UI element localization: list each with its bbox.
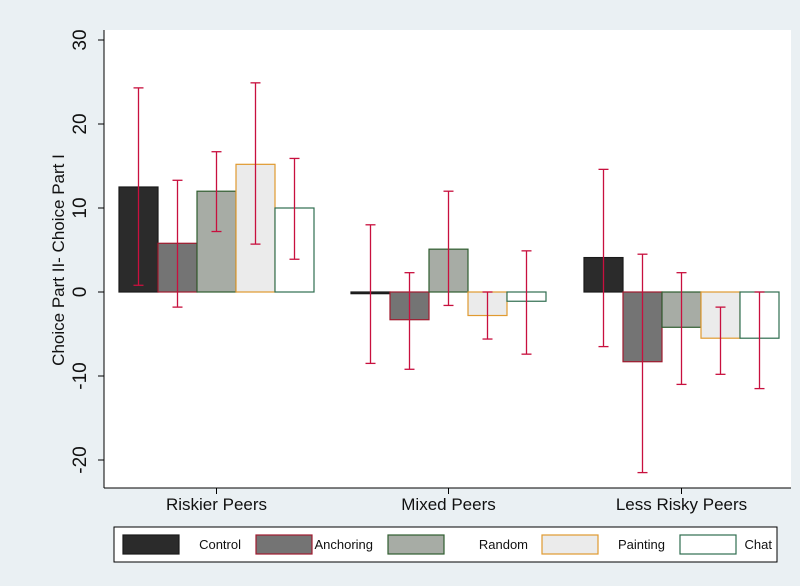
legend-swatch <box>679 534 737 555</box>
error-bar-chat-mixed-peers <box>521 250 532 355</box>
x-tick-label: Less Risky Peers <box>616 495 747 514</box>
legend-item-painting: Painting <box>541 534 665 555</box>
legend-item-chat: Chat <box>679 534 773 555</box>
legend-swatch <box>122 534 180 555</box>
y-tick-label: -20 <box>70 446 91 473</box>
error-bar-anchoring-less-risky-peers <box>637 253 648 474</box>
error-bar-control-less-risky-peers <box>598 168 609 348</box>
legend-label: Painting <box>618 537 665 552</box>
error-bar-random-mixed-peers <box>443 190 454 307</box>
legend-label: Random <box>479 537 528 552</box>
y-tick-label: 10 <box>70 197 91 218</box>
legend-label: Control <box>199 537 241 552</box>
error-bar-chat-less-risky-peers <box>754 291 765 390</box>
error-bar-chat-riskier-peers <box>289 157 300 260</box>
legend-item-anchoring: Anchoring <box>255 534 373 555</box>
error-bar-anchoring-riskier-peers <box>172 179 183 308</box>
x-tick-label: Mixed Peers <box>401 495 495 514</box>
error-bar-random-less-risky-peers <box>676 272 687 386</box>
legend-box <box>113 526 778 563</box>
legend-swatch <box>541 534 599 555</box>
error-bar-painting-less-risky-peers <box>715 306 726 375</box>
y-axis: -20 -10 0 10 20 30 <box>70 29 105 488</box>
legend-label: Anchoring <box>314 537 373 552</box>
error-bar-painting-mixed-peers <box>482 291 493 340</box>
y-tick-label: 0 <box>70 287 91 298</box>
error-bar-random-riskier-peers <box>211 151 222 233</box>
x-tick-label: Riskier Peers <box>166 495 267 514</box>
y-tick-label: 30 <box>70 29 91 50</box>
error-bar-control-riskier-peers <box>133 87 144 286</box>
legend-swatch <box>255 534 313 555</box>
y-tick-label: 20 <box>70 113 91 134</box>
y-axis-label: Choice Part II- Choice Part I <box>49 154 68 366</box>
legend-label: Chat <box>745 537 773 552</box>
legend-item-random: Random <box>387 534 528 555</box>
error-bar-control-mixed-peers <box>365 224 376 365</box>
legend-swatch <box>387 534 445 555</box>
error-bars-layer <box>133 82 765 474</box>
x-axis: Riskier Peers Mixed Peers Less Risky Peers <box>104 487 791 514</box>
y-tick-label: -10 <box>70 362 91 389</box>
legend-item-control: Control <box>122 534 241 555</box>
error-bar-painting-riskier-peers <box>250 82 261 245</box>
legend: Control Anchoring Random Painting Chat <box>113 526 778 563</box>
error-bar-anchoring-mixed-peers <box>404 272 415 370</box>
